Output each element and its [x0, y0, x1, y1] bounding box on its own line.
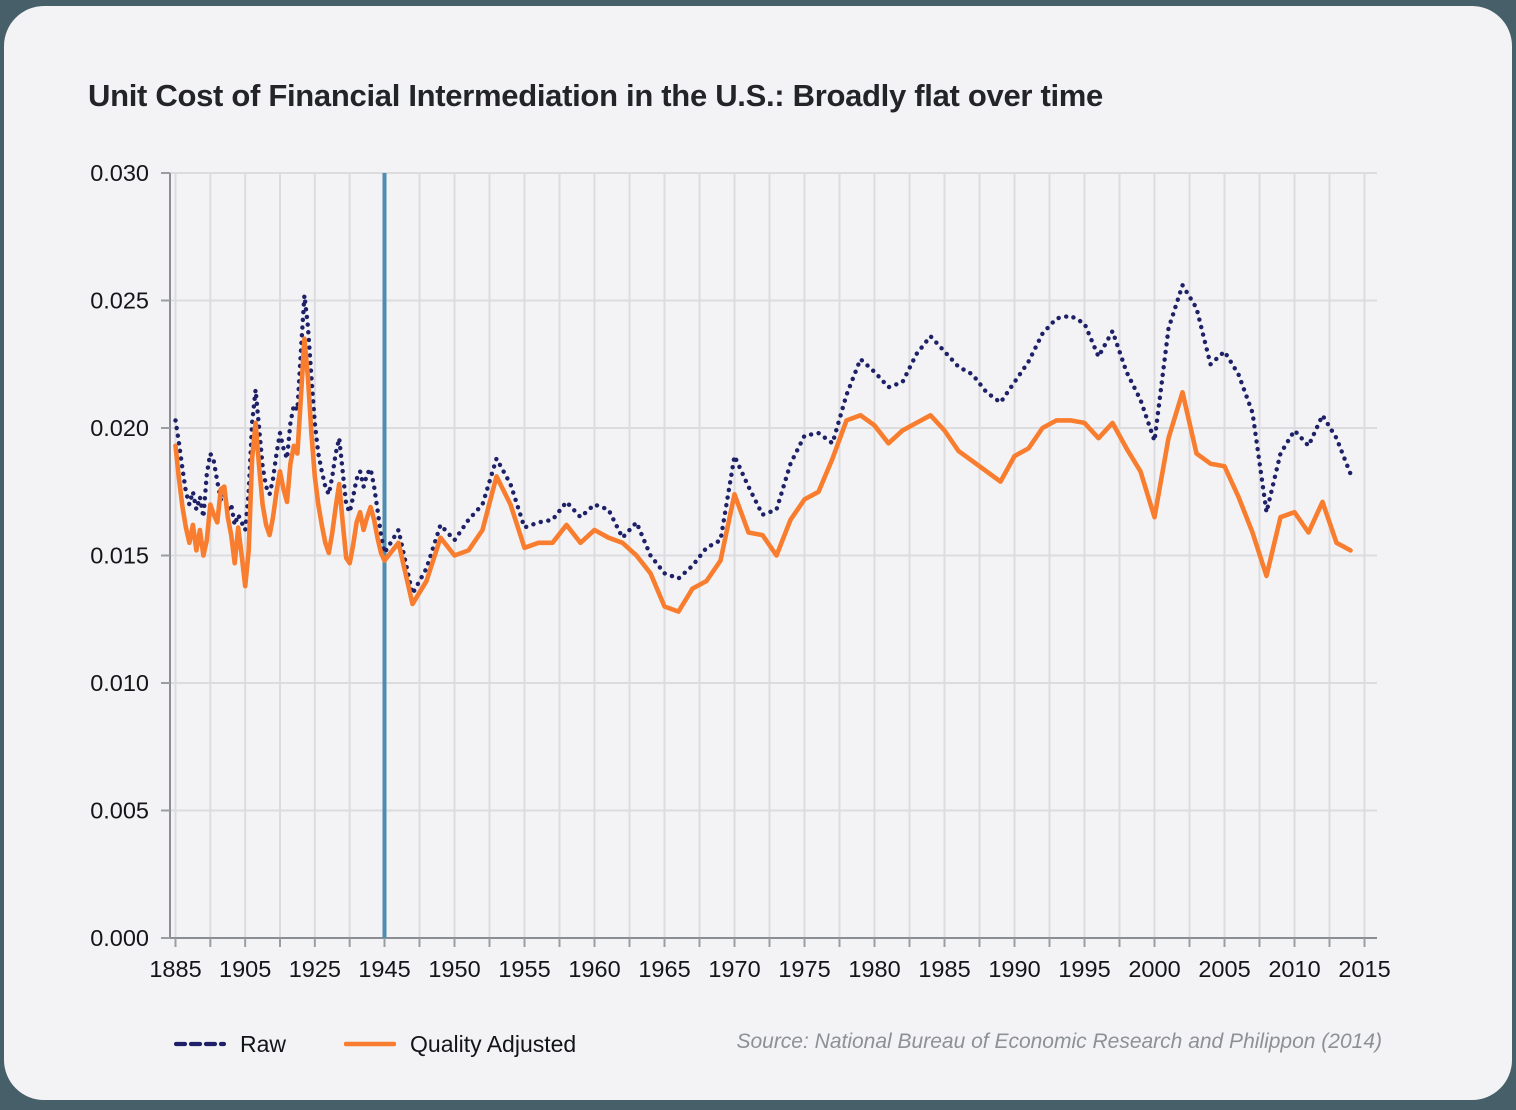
source-note: Source: National Bureau of Economic Rese… — [736, 1030, 1382, 1054]
y-gridlines — [170, 173, 1377, 811]
x-tick-label: 1980 — [848, 956, 900, 982]
legend-item-raw: Raw — [174, 1031, 286, 1058]
y-tick-label: 0.005 — [90, 798, 149, 824]
x-tick-label: 1925 — [289, 956, 341, 982]
y-tick-labels: 0.000 0.005 0.010 0.015 0.020 0.025 0.030 — [90, 160, 149, 951]
y-tick-label: 0.015 — [90, 543, 149, 569]
y-tick-label: 0.025 — [90, 288, 149, 314]
x-tick-label: 2005 — [1198, 956, 1250, 982]
x-tick-label: 1970 — [708, 956, 760, 982]
x-tick-label: 1945 — [358, 956, 410, 982]
legend-item-quality-adjusted: Quality Adjusted — [344, 1031, 576, 1058]
x-tick-label: 2015 — [1338, 956, 1390, 982]
x-tick-label: 1885 — [149, 956, 201, 982]
x-tick-label: 1995 — [1058, 956, 1110, 982]
x-tick-label: 2000 — [1128, 956, 1180, 982]
y-tick-label: 0.000 — [90, 925, 149, 951]
x-tick-label: 1955 — [498, 956, 550, 982]
quality-adjusted-series-path — [176, 339, 1351, 612]
x-tick-label: 1905 — [219, 956, 271, 982]
legend-label-raw: Raw — [240, 1031, 286, 1058]
legend: Raw Quality Adjusted — [174, 1031, 576, 1058]
x-tick-label: 1990 — [988, 956, 1040, 982]
raw-dashed-line-icon — [174, 1040, 226, 1048]
x-tick-label: 1950 — [428, 956, 480, 982]
legend-label-quality-adjusted: Quality Adjusted — [410, 1031, 576, 1058]
chart-card: Unit Cost of Financial Intermediation in… — [4, 6, 1512, 1100]
x-tick-labels: 1885 1905 1925 1945 1950 1955 1960 1965 1970 1975… — [149, 956, 1390, 982]
x-tick-label: 1975 — [778, 956, 830, 982]
x-tick-label: 1985 — [918, 956, 970, 982]
x-tick-label: 1960 — [568, 956, 620, 982]
x-tick-label: 1965 — [638, 956, 690, 982]
y-tick-label: 0.030 — [90, 160, 149, 186]
y-tick-label: 0.020 — [90, 415, 149, 441]
y-tick-label: 0.010 — [90, 670, 149, 696]
x-tick-label: 2010 — [1268, 956, 1320, 982]
quality-adjusted-solid-line-icon — [344, 1040, 396, 1048]
